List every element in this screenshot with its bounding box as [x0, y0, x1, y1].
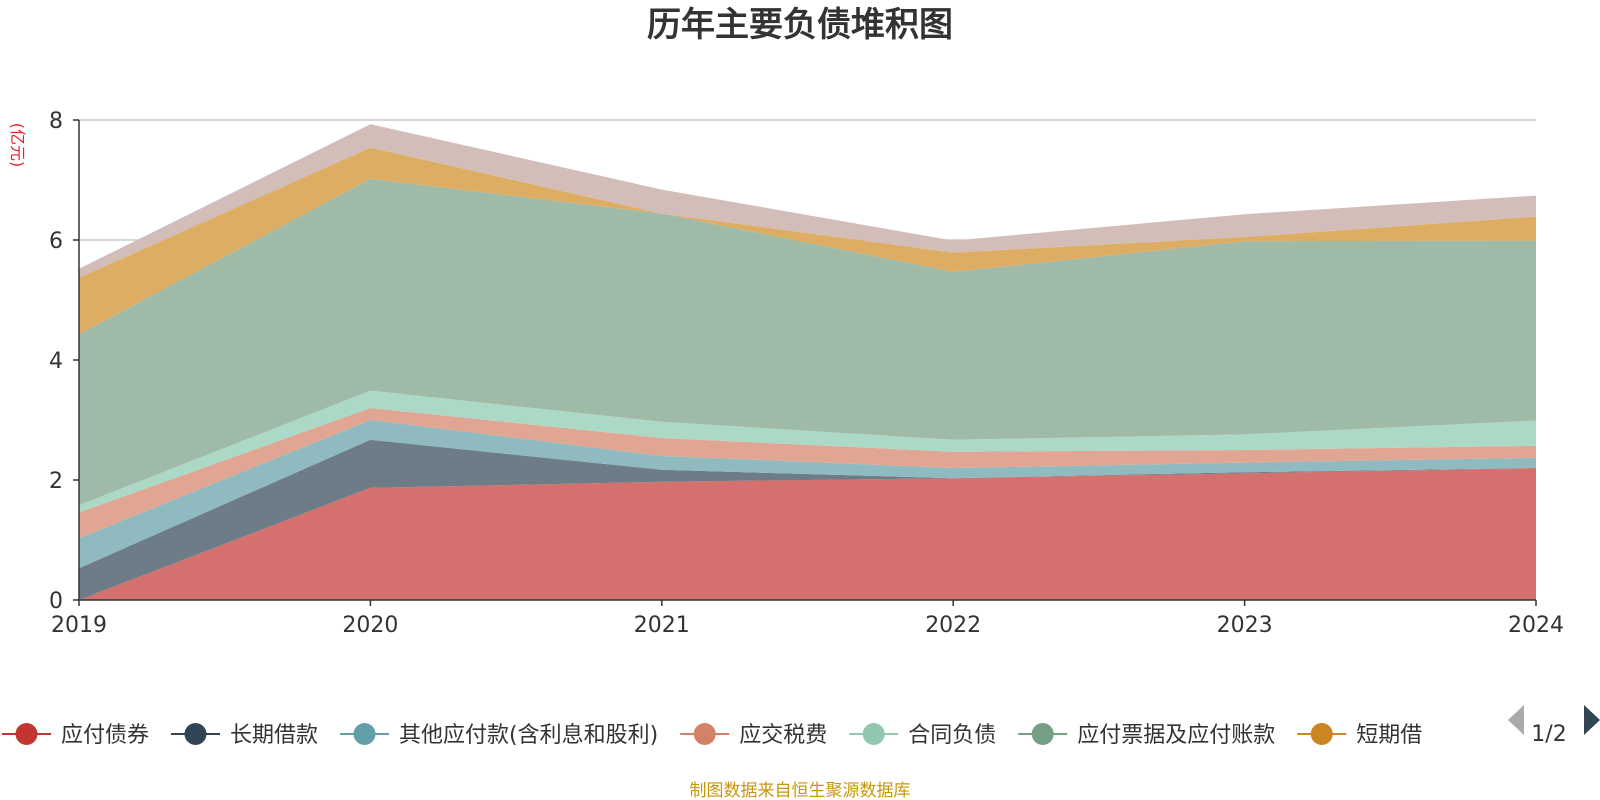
- y-tick-label: 2: [49, 469, 63, 494]
- x-tick-label: 2024: [1508, 613, 1564, 638]
- legend-prev-page-icon[interactable]: [1508, 705, 1524, 735]
- legend-label: 长期借款: [230, 723, 318, 748]
- legend-next-page-icon[interactable]: [1584, 705, 1600, 735]
- legend-label: 应付债券: [61, 723, 149, 748]
- x-tick-label: 2020: [342, 613, 398, 638]
- legend-item-2[interactable]: 其他应付款(含利息和股利): [340, 723, 658, 748]
- legend-circle-marker: [15, 723, 38, 745]
- area-series-0[interactable]: [79, 468, 1536, 600]
- legend-page-indicator: 1/2: [1531, 722, 1566, 747]
- y-tick-label: 8: [49, 109, 63, 134]
- legend-item-0[interactable]: 应付债券: [2, 723, 149, 748]
- x-tick-label: 2022: [925, 613, 981, 638]
- area-series-1[interactable]: [79, 439, 1536, 600]
- area-series-6[interactable]: [79, 147, 1536, 335]
- legend-circle-marker: [693, 723, 716, 745]
- legend-item-1[interactable]: 长期借款: [171, 723, 318, 748]
- x-tick-label: 2021: [634, 613, 690, 638]
- legend-label: 应付票据及应付账款: [1077, 723, 1275, 748]
- legend: 应付债券 长期借款 其他应付款(含利息和股利) 应交税费 合同负债 应付票据及应付账款 短期…: [2, 723, 1422, 748]
- y-tick-label: 6: [49, 229, 63, 254]
- legend-circle-marker: [862, 723, 885, 745]
- legend-pager: 1/2: [1508, 705, 1600, 747]
- legend-item-3[interactable]: 应交税费: [680, 723, 827, 748]
- legend-circle-marker: [353, 723, 376, 745]
- y-axis-unit-label: (亿元): [8, 123, 27, 168]
- stacked-areas: [79, 124, 1536, 600]
- x-tick-label: 2023: [1217, 613, 1273, 638]
- area-series-7[interactable]: [79, 124, 1536, 278]
- axes: 0 2 4 6 8 2019 2020 2021 2022 2023 2024: [49, 109, 1564, 638]
- legend-circle-marker: [1310, 723, 1333, 745]
- legend-label: 短期借: [1356, 723, 1422, 748]
- y-tick-label: 4: [49, 349, 63, 374]
- area-series-5[interactable]: [79, 178, 1536, 506]
- legend-item-4[interactable]: 合同负债: [849, 723, 996, 748]
- chart-title: 历年主要负债堆积图: [647, 5, 953, 45]
- y-tick-label: 0: [49, 589, 63, 614]
- legend-label: 应交税费: [739, 723, 827, 748]
- x-tick-label: 2019: [51, 613, 107, 638]
- data-source-note: 制图数据来自恒生聚源数据库: [690, 781, 911, 800]
- legend-label: 其他应付款(含利息和股利): [399, 723, 658, 748]
- legend-circle-marker: [184, 723, 207, 745]
- legend-circle-marker: [1031, 723, 1054, 745]
- legend-item-6[interactable]: 短期借: [1297, 723, 1422, 748]
- legend-item-5[interactable]: 应付票据及应付账款: [1018, 723, 1275, 748]
- legend-label: 合同负债: [908, 723, 996, 748]
